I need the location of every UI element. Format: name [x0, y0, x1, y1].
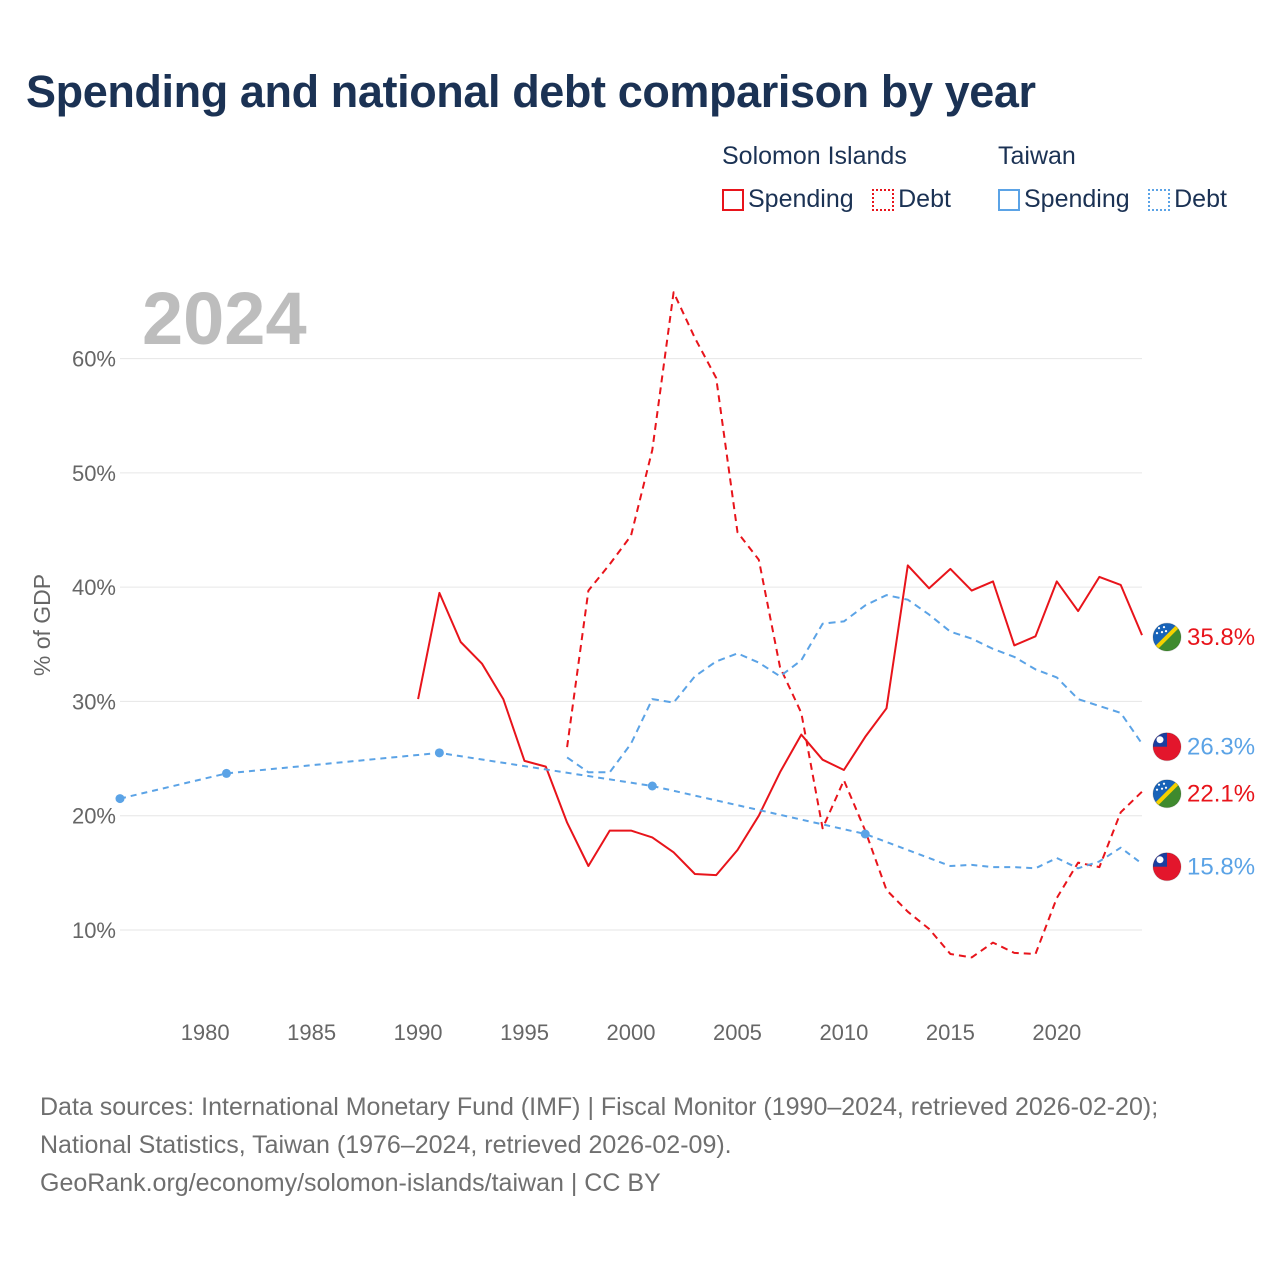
legend-swatch-dashed: [1148, 189, 1171, 211]
legend-swatch-dashed: [872, 189, 895, 211]
taiwan-flag-icon: [1152, 852, 1182, 882]
x-tick-label: 2005: [713, 1020, 762, 1045]
legend-item-solomon-debt[interactable]: Debt: [872, 185, 951, 214]
x-tick-label: 1990: [394, 1020, 443, 1045]
x-tick-label: 2020: [1032, 1020, 1081, 1045]
legend-item-label: Debt: [898, 185, 951, 213]
x-tick-label: 2015: [926, 1020, 975, 1045]
series-line-taiwan-debt[interactable]: [566, 594, 1143, 774]
end-value-label: 15.8%: [1187, 854, 1255, 881]
legend-item-solomon-spending[interactable]: Spending: [722, 185, 854, 214]
sources: Data sources: International Monetary Fun…: [40, 1088, 1158, 1202]
legend: Solomon Islands Spending Debt Taiwan Spe…: [0, 142, 1280, 222]
legend-group-title: Taiwan: [998, 142, 1076, 170]
source-line-3[interactable]: GeoRank.org/economy/solomon-islands/taiw…: [40, 1169, 661, 1197]
legend-item-taiwan-debt[interactable]: Debt: [1148, 185, 1227, 214]
legend-group-taiwan: Taiwan Spending Debt: [998, 142, 1227, 214]
legend-swatch-solid: [722, 189, 744, 211]
legend-group-solomon-islands: Solomon Islands Spending Debt: [722, 142, 951, 214]
data-point[interactable]: [221, 768, 231, 778]
y-tick-label: 50%: [72, 461, 116, 486]
data-point[interactable]: [860, 829, 870, 839]
end-value-label: 35.8%: [1187, 624, 1255, 651]
line-chart: 2024 10% 20% 30% 40% 50% 60% 1980 1985 1990 1995 2…: [29, 277, 1255, 1045]
year-watermark: 2024: [142, 277, 307, 360]
series-line-solomon-islands-debt[interactable]: [566, 291, 1143, 959]
source-line-2: National Statistics, Taiwan (1976–2024, …: [40, 1131, 732, 1159]
solomon-islands-flag-icon: [1152, 779, 1182, 809]
legend-swatch-solid: [998, 189, 1020, 211]
y-axis-label: % of GDP: [29, 574, 55, 676]
y-tick-label: 20%: [72, 804, 116, 829]
chart-title: Spending and national debt comparison by…: [26, 66, 1036, 117]
legend-item-label: Spending: [748, 185, 854, 213]
x-tick-label: 1995: [500, 1020, 549, 1045]
data-point[interactable]: [434, 748, 444, 758]
y-tick-label: 30%: [72, 689, 116, 714]
x-tick-label: 2010: [819, 1020, 868, 1045]
solomon-islands-flag-icon: [1152, 622, 1182, 652]
data-point[interactable]: [647, 781, 657, 791]
legend-item-label: Spending: [1024, 185, 1130, 213]
series-line-taiwan-spending[interactable]: [119, 751, 1143, 870]
y-tick-label: 60%: [72, 347, 116, 372]
x-tick-label: 2000: [607, 1020, 656, 1045]
x-tick-label: 1985: [287, 1020, 336, 1045]
x-tick-label: 1980: [181, 1020, 230, 1045]
legend-group-title: Solomon Islands: [722, 142, 907, 170]
taiwan-flag-icon: [1152, 732, 1182, 762]
data-point[interactable]: [115, 794, 125, 804]
end-value-label: 22.1%: [1187, 781, 1255, 808]
series-line-solomon-islands-spending[interactable]: [417, 564, 1143, 877]
legend-item-taiwan-spending[interactable]: Spending: [998, 185, 1130, 214]
y-tick-label: 40%: [72, 575, 116, 600]
end-value-label: 26.3%: [1187, 734, 1255, 761]
y-tick-label: 10%: [72, 918, 116, 943]
source-line-1: Data sources: International Monetary Fun…: [40, 1093, 1159, 1121]
legend-item-label: Debt: [1174, 185, 1227, 213]
